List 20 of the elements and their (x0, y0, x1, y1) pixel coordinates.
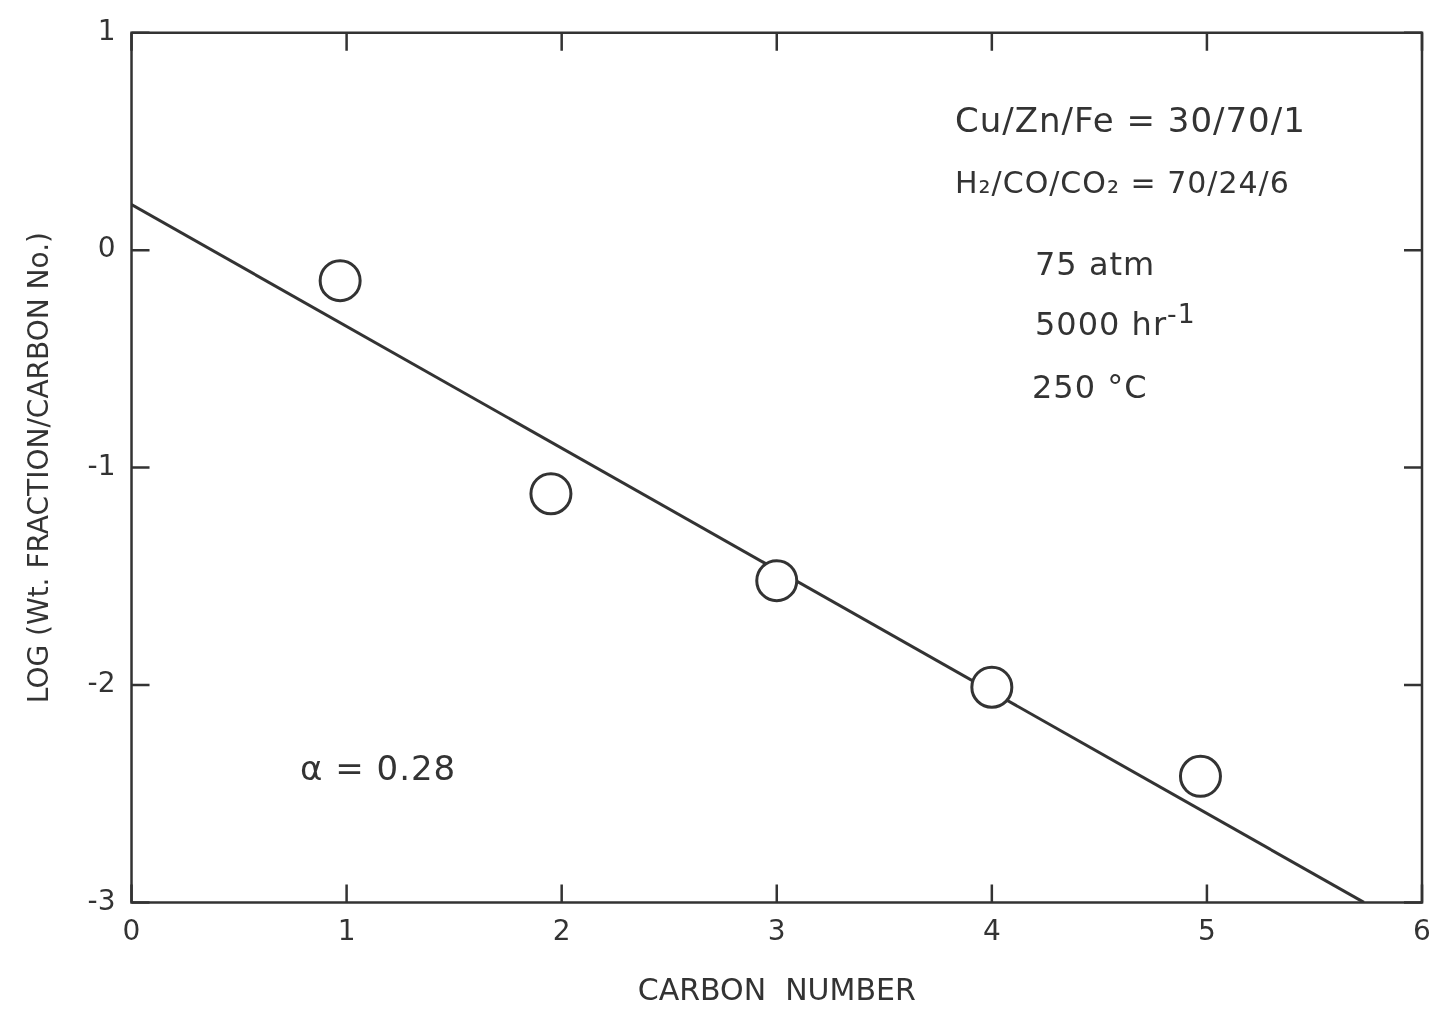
y-tick-label: -1 (87, 448, 116, 482)
x-tick-label: 4 (982, 914, 1001, 948)
x-tick-label: 5 (1198, 914, 1216, 948)
annotation: 250 °C (1032, 368, 1148, 406)
y-tick-label: 1 (97, 14, 116, 48)
x-tick-label: 1 (337, 914, 356, 948)
x-tick-label: 6 (1413, 914, 1431, 948)
annotation: 5000 hr$^{-1}$ (1035, 298, 1196, 343)
x-tick-label: 2 (552, 914, 571, 948)
y-tick-label: -2 (87, 666, 116, 700)
x-tick-label: 3 (767, 914, 786, 948)
x-axis-title: CARBON NUMBER (637, 971, 916, 1007)
y-axis-title: LOG (Wt. FRACTION/CARBON No.) (22, 231, 56, 704)
annotation: 75 atm (1035, 245, 1156, 283)
y-tick-label: -3 (87, 883, 116, 917)
annotation: H₂/CO/CO₂ = 70/24/6 (955, 165, 1290, 200)
annotation: Cu/Zn/Fe = 30/70/1 (955, 100, 1306, 140)
x-tick-label: 0 (122, 914, 141, 948)
annotation: α = 0.28 (300, 748, 457, 788)
y-tick-label: 0 (97, 231, 116, 265)
